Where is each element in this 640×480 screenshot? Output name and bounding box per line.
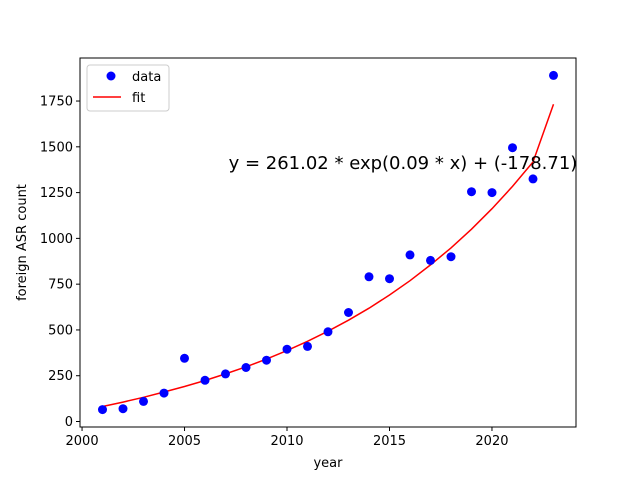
y-tick-label: 1250	[40, 186, 73, 201]
data-point	[446, 252, 456, 262]
legend: data fit	[86, 64, 170, 112]
y-tick-label: 1500	[40, 140, 73, 155]
axis-ticks: 2000 2005 2010 2015 2020 0 250 500 750 1000 1250 15…	[40, 95, 509, 449]
data-point	[405, 250, 415, 260]
legend-data-label: data	[132, 70, 161, 85]
x-tick-label: 2005	[168, 434, 201, 449]
data-point	[159, 388, 169, 398]
y-tick-label: 1750	[40, 95, 73, 110]
y-tick-label: 1000	[40, 232, 73, 247]
data-point	[487, 188, 497, 198]
y-tick-label: 250	[48, 369, 73, 384]
y-tick-label: 0	[65, 415, 73, 430]
data-point	[323, 327, 333, 337]
data-point	[528, 174, 538, 184]
y-axis-label: foreign ASR count	[15, 184, 30, 301]
x-tick-label: 2010	[270, 434, 303, 449]
legend-data-marker	[106, 71, 116, 81]
data-point	[139, 396, 148, 406]
data-point	[508, 143, 517, 153]
data-point	[282, 344, 292, 354]
data-point	[200, 375, 210, 385]
data-point	[303, 341, 312, 351]
x-tick-label: 2020	[475, 434, 508, 449]
y-tick-label: 750	[48, 278, 73, 293]
fit-equation-annotation: y = 261.02 * exp(0.09 * x) + (-178.71)	[229, 153, 578, 174]
data-point	[426, 255, 435, 265]
x-tick-label: 2015	[373, 434, 406, 449]
data-point	[98, 405, 107, 415]
x-tick-label: 2000	[66, 434, 99, 449]
data-point	[364, 272, 374, 282]
legend-fit-label: fit	[132, 91, 145, 106]
x-axis-label: year	[313, 456, 343, 471]
plot-frame	[79, 57, 577, 428]
plot-area	[98, 70, 558, 415]
fit-line	[102, 104, 555, 408]
y-tick-label: 500	[48, 323, 73, 338]
data-point	[467, 187, 476, 197]
data-point	[241, 363, 251, 372]
data-point	[344, 308, 353, 317]
data-point	[118, 404, 128, 414]
data-point	[549, 70, 558, 80]
data-point	[262, 355, 271, 365]
data-point	[180, 353, 189, 363]
data-point	[385, 274, 394, 284]
data-point	[221, 369, 230, 379]
